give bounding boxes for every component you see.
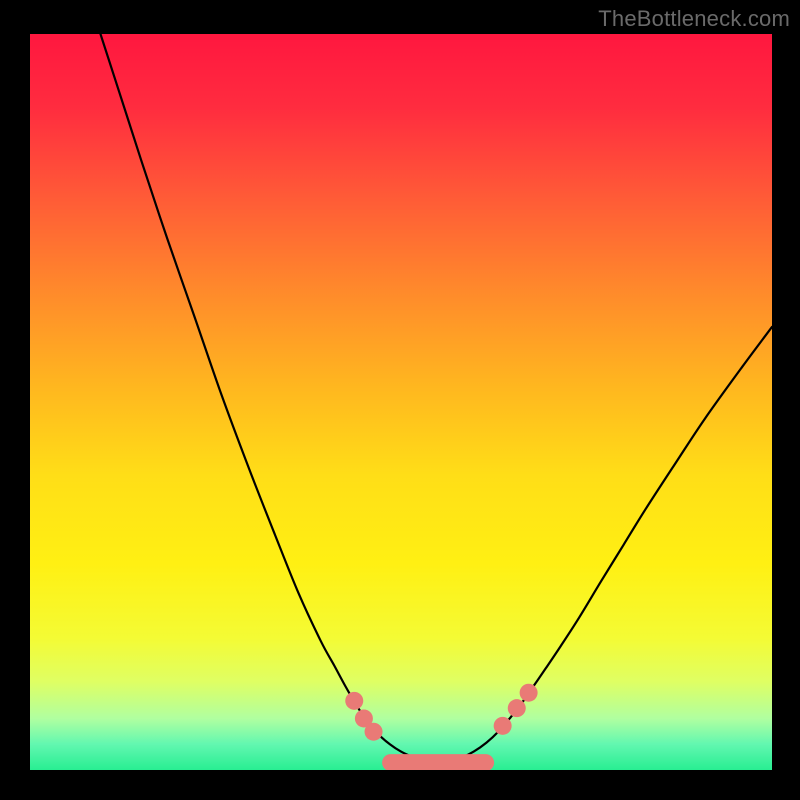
curve-marker (508, 699, 526, 717)
chart-container: TheBottleneck.com (0, 0, 800, 800)
watermark-text: TheBottleneck.com (598, 6, 790, 32)
curve-marker (520, 684, 538, 702)
curve-marker (494, 717, 512, 735)
curve-marker (365, 723, 383, 741)
curve-markers (30, 34, 772, 770)
plot-area (30, 34, 772, 770)
curve-marker (345, 692, 363, 710)
